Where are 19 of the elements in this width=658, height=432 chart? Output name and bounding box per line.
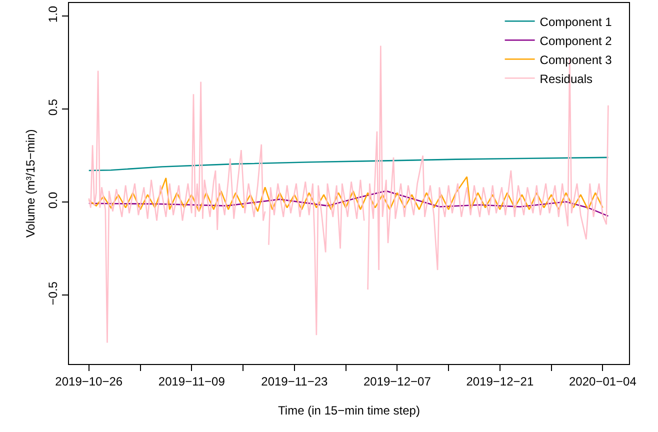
- x-tick-label: 2019−10−26: [55, 374, 123, 388]
- y-tick-label: 1.0: [46, 6, 60, 23]
- line-series: [88, 156, 609, 172]
- legend-label: Component 1: [540, 14, 612, 29]
- x-tick-label: 2019−11−09: [158, 374, 226, 388]
- legend-label: Component 3: [540, 52, 612, 67]
- y-tick-label: 0.0: [46, 192, 60, 209]
- x-axis-title: Time (in 15−min time step): [278, 403, 420, 418]
- y-tick-label: 0.5: [46, 98, 60, 116]
- x-tick-label: 2019−12−07: [363, 374, 432, 388]
- line-series: [88, 176, 604, 212]
- x-tick-label: 2020−01−04: [568, 374, 637, 388]
- x-tick-label: 2019−11−23: [261, 374, 328, 388]
- y-tick-label: −0.5: [46, 281, 60, 306]
- legend-label: Component 2: [540, 34, 612, 48]
- legend-label: Residuals: [540, 72, 593, 86]
- y-axis-title: Volume (m³/15−min): [24, 129, 38, 238]
- line-series: [88, 190, 609, 217]
- x-tick-label: 2019−12−21: [466, 374, 534, 388]
